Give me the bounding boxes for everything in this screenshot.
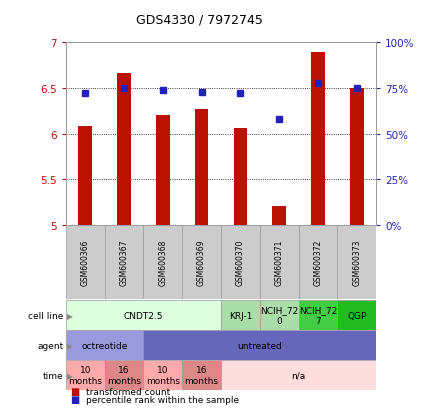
- Bar: [260, 300, 298, 330]
- Bar: [221, 300, 260, 330]
- Text: GSM600373: GSM600373: [352, 239, 361, 285]
- Bar: [79, 127, 92, 225]
- Bar: [260, 225, 298, 299]
- Text: ■: ■: [70, 394, 79, 404]
- Text: transformed count: transformed count: [86, 387, 170, 396]
- Text: GSM600366: GSM600366: [81, 239, 90, 285]
- Bar: [311, 52, 325, 225]
- Bar: [234, 129, 247, 225]
- Text: NCIH_72
7: NCIH_72 7: [299, 306, 337, 325]
- Text: GSM600369: GSM600369: [197, 239, 206, 285]
- Bar: [66, 330, 143, 361]
- Bar: [298, 300, 337, 330]
- Bar: [105, 360, 143, 390]
- Text: agent: agent: [37, 341, 64, 350]
- Text: 10
months: 10 months: [146, 366, 180, 385]
- Text: ▶: ▶: [67, 371, 73, 380]
- Text: 10
months: 10 months: [68, 366, 102, 385]
- Bar: [337, 225, 376, 299]
- Text: GDS4330 / 7972745: GDS4330 / 7972745: [136, 13, 263, 26]
- Text: octreotide: octreotide: [82, 341, 128, 350]
- Bar: [143, 360, 182, 390]
- Bar: [221, 360, 376, 390]
- Text: GSM600371: GSM600371: [275, 239, 283, 285]
- Text: n/a: n/a: [292, 371, 306, 380]
- Bar: [195, 110, 208, 225]
- Bar: [66, 360, 105, 390]
- Text: percentile rank within the sample: percentile rank within the sample: [86, 395, 239, 404]
- Text: GSM600368: GSM600368: [159, 239, 167, 285]
- Text: QGP: QGP: [347, 311, 366, 320]
- Text: 16
months: 16 months: [107, 366, 141, 385]
- Text: ▶: ▶: [67, 311, 73, 320]
- Text: GSM600370: GSM600370: [236, 239, 245, 285]
- Text: time: time: [43, 371, 64, 380]
- Text: GSM600367: GSM600367: [119, 239, 128, 285]
- Text: ▶: ▶: [67, 341, 73, 350]
- Bar: [182, 360, 221, 390]
- Text: GSM600372: GSM600372: [314, 239, 323, 285]
- Bar: [105, 225, 143, 299]
- Bar: [156, 116, 170, 225]
- Text: cell line: cell line: [28, 311, 64, 320]
- Text: KRJ-1: KRJ-1: [229, 311, 252, 320]
- Bar: [117, 74, 131, 225]
- Text: CNDT2.5: CNDT2.5: [124, 311, 163, 320]
- Bar: [272, 207, 286, 225]
- Text: NCIH_72
0: NCIH_72 0: [260, 306, 298, 325]
- Text: ■: ■: [70, 387, 79, 396]
- Bar: [337, 300, 376, 330]
- Bar: [350, 89, 363, 225]
- Bar: [182, 225, 221, 299]
- Bar: [66, 225, 105, 299]
- Text: untreated: untreated: [238, 341, 282, 350]
- Bar: [66, 300, 221, 330]
- Bar: [298, 225, 337, 299]
- Bar: [221, 225, 260, 299]
- Bar: [143, 225, 182, 299]
- Bar: [143, 330, 376, 361]
- Text: 16
months: 16 months: [184, 366, 218, 385]
